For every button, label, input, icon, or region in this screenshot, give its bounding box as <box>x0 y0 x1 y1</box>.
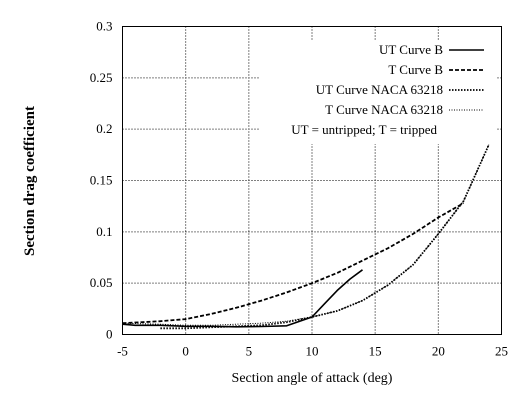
series-line-2 <box>122 202 465 325</box>
series-line-4 <box>122 144 490 326</box>
x-tick-label: 5 <box>246 344 253 359</box>
y-tick-label: 0.25 <box>90 70 113 85</box>
x-tick-label: 15 <box>369 344 382 359</box>
y-axis-label: Section drag coefficient <box>22 106 38 256</box>
y-tick-label: 0.15 <box>90 173 113 188</box>
tick-labels: -5 0 5 10 15 20 25 0 0.05 0.1 0.15 0.2 0.25 0.3 <box>90 19 508 359</box>
legend-entry-label: UT Curve B <box>379 42 443 57</box>
series-lines <box>122 144 490 330</box>
y-tick-label: 0.3 <box>96 19 112 34</box>
x-tick-label: 0 <box>182 344 189 359</box>
x-tick-label: -5 <box>117 344 128 359</box>
legend: UT Curve B T Curve B UT Curve NACA 63218 T … <box>260 40 496 144</box>
y-tick-label: 0.2 <box>96 121 112 136</box>
x-tick-label: 10 <box>306 344 319 359</box>
legend-entry-label: T Curve NACA 63218 <box>325 102 443 117</box>
series-line-3 <box>160 144 490 330</box>
x-axis-label: Section angle of attack (deg) <box>232 371 393 386</box>
y-tick-label: 0.05 <box>90 275 113 290</box>
y-tick-label: 0.1 <box>96 224 112 239</box>
legend-background <box>260 40 496 144</box>
x-tick-label: 20 <box>432 344 445 359</box>
legend-entry-label: UT Curve NACA 63218 <box>316 82 443 97</box>
legend-entry-label: T Curve B <box>388 62 443 77</box>
plot-frame <box>122 26 502 335</box>
y-tick-label: 0 <box>106 327 113 342</box>
x-tick-label: 25 <box>495 344 508 359</box>
legend-note: UT = untripped; T = tripped <box>291 122 437 137</box>
series-line-1 <box>122 269 363 328</box>
